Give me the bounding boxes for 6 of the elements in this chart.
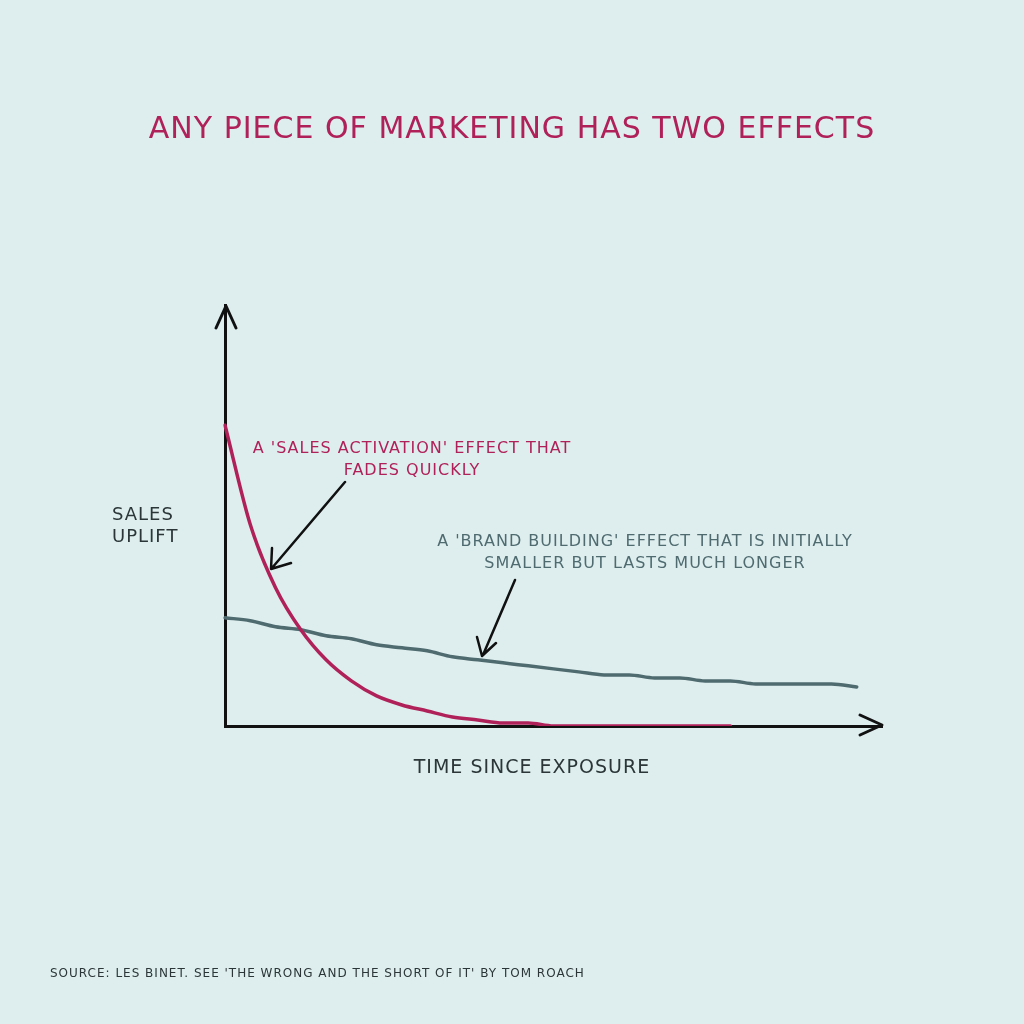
x-axis-title: TIME SINCE EXPOSURE bbox=[412, 755, 652, 777]
chart-title: ANY PIECE OF MARKETING HAS TWO EFFECTS bbox=[147, 110, 877, 145]
annotation: A 'BRAND BUILDING' EFFECT THAT IS INITIALLY SMALLER BUT LASTS MUCH LONGER bbox=[436, 530, 854, 574]
source-note: SOURCE: LES BINET. SEE 'THE WRONG AND THE SHORT OF IT' BY TOM ROACH bbox=[50, 966, 585, 980]
y-axis-title: SALES UPLIFT bbox=[112, 503, 180, 547]
annotation: A 'SALES ACTIVATION' EFFECT THAT FADES QUICKLY bbox=[252, 437, 572, 481]
